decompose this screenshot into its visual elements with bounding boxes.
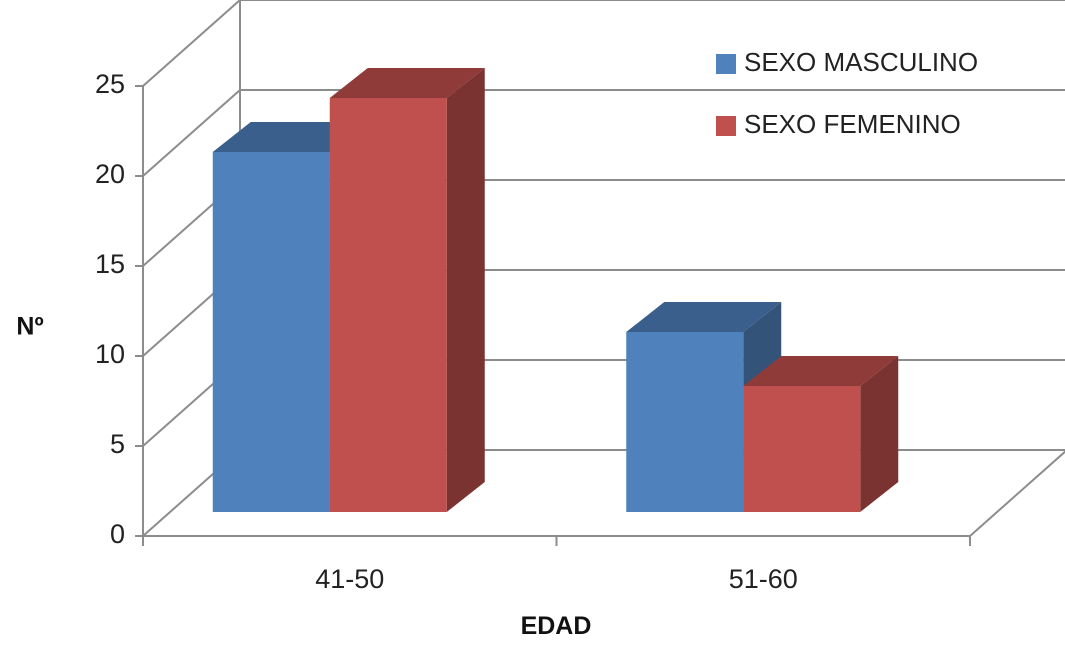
- y-axis-title: Nº: [16, 313, 43, 341]
- bar-front-face: [212, 152, 330, 512]
- x-tick-label: 51-60: [729, 564, 798, 594]
- bar-front-face: [743, 386, 861, 512]
- bar-front-face: [329, 98, 447, 512]
- legend: SEXO MASCULINO SEXO FEMENINO: [716, 47, 978, 139]
- y-tick-label: 10: [95, 339, 125, 369]
- bar-side-face: [860, 356, 899, 512]
- y-tick-label: 25: [95, 69, 125, 99]
- bar-top-face: [626, 302, 782, 332]
- y-tick-label: 15: [95, 249, 125, 279]
- legend-label: SEXO MASCULINO: [744, 47, 978, 77]
- y-tick-label: 20: [95, 159, 125, 189]
- y-tick-label: 0: [110, 519, 125, 549]
- x-axis-title: EDAD: [521, 612, 592, 640]
- axes: 0 5 10 15 20 25 41-50 51-60: [95, 69, 971, 594]
- floor-right-edge: [969, 450, 1065, 537]
- bar-top-face: [212, 122, 368, 152]
- legend-swatch: [716, 116, 736, 136]
- bar-top-face: [743, 356, 899, 386]
- bar-top-face: [329, 68, 485, 98]
- legend-swatch: [716, 54, 736, 74]
- bar: [743, 356, 899, 512]
- legend-label: SEXO FEMENINO: [744, 109, 961, 139]
- side-gridline: [142, 0, 241, 87]
- bar-front-face: [626, 332, 744, 512]
- y-tick-label: 5: [110, 429, 125, 459]
- bar: [329, 68, 485, 512]
- bars: [212, 68, 899, 512]
- x-tick-label: 41-50: [315, 564, 384, 594]
- side-gridline: [142, 89, 241, 177]
- bar-side-face: [446, 68, 485, 512]
